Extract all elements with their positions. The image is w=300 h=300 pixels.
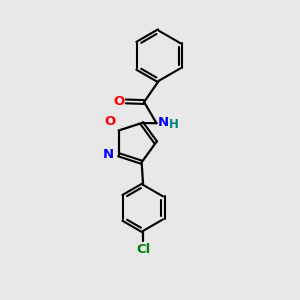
Text: N: N (158, 116, 169, 128)
Text: Cl: Cl (136, 243, 150, 256)
Text: H: H (169, 118, 179, 131)
Text: O: O (113, 95, 124, 108)
Text: N: N (103, 148, 114, 161)
Text: O: O (104, 115, 116, 128)
